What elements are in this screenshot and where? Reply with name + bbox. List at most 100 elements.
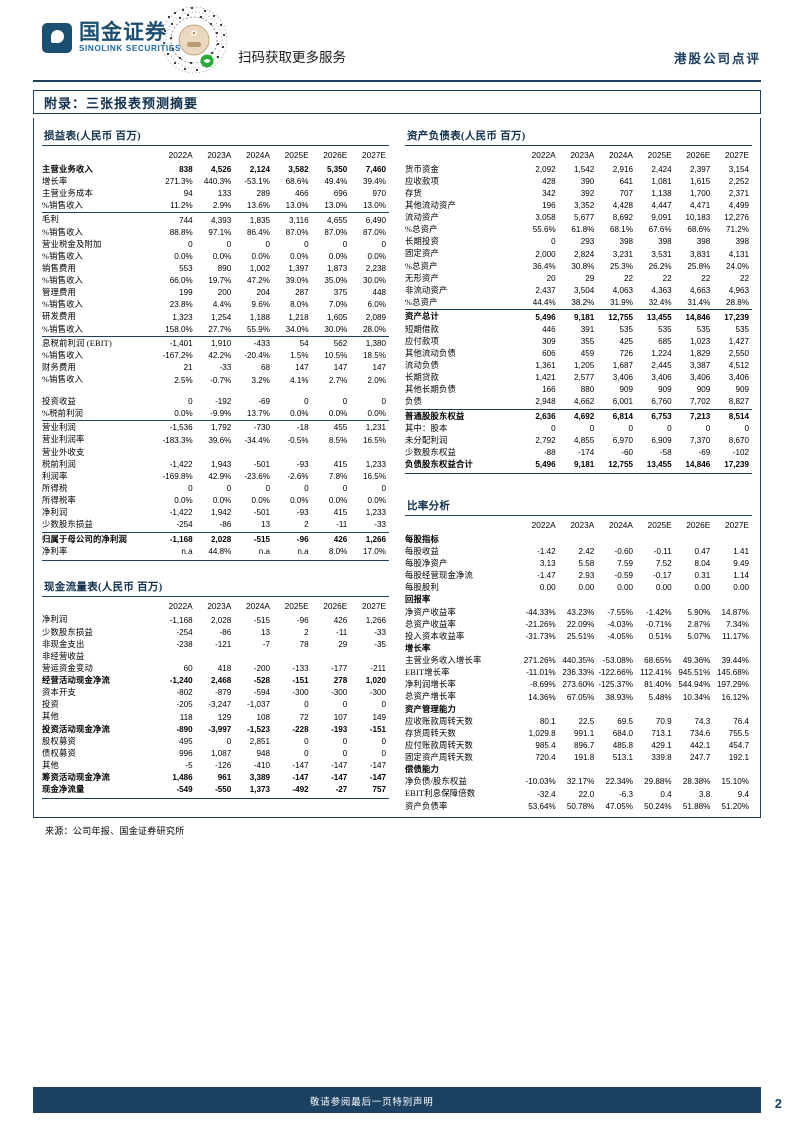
row-label: 管理费用 bbox=[42, 288, 76, 298]
source-note: 来源：公司年报、国金证券研究所 bbox=[45, 826, 185, 836]
row-label: 利润率 bbox=[42, 471, 68, 481]
cell-2025E: 0 bbox=[304, 239, 309, 249]
cell-2026E bbox=[675, 765, 714, 777]
cell-2026E: -193 bbox=[331, 724, 348, 734]
cell-2022A: 158.0% bbox=[165, 324, 193, 334]
cell-2022A bbox=[520, 595, 559, 607]
cell-2022A: -1,422 bbox=[169, 508, 193, 518]
table-row: 总资产收益率 -21.26% 22.09% -4.03% -0.71% 2.87% 7.34… bbox=[405, 619, 752, 631]
cell-2023A bbox=[559, 643, 598, 655]
cell-2026E: 0.0% bbox=[328, 496, 348, 506]
table-row: 资产总计 5,496 9,181 12,755 13,455 14,846 17,239 bbox=[405, 309, 752, 324]
cell-2023A: 440.3% bbox=[203, 176, 232, 186]
column-header-2022A: 2022A bbox=[168, 600, 193, 611]
cell-2026E: 8.04 bbox=[694, 559, 711, 569]
cell-2022A: 166 bbox=[542, 385, 556, 395]
cell-2026E: 49.4% bbox=[324, 176, 348, 186]
balance-sheet-table: 2022A 2023A 2024A 2025E 2026E 2027E 货币资金 2,092 1… bbox=[405, 146, 752, 475]
cell-2027E: 1.41 bbox=[733, 547, 749, 557]
cell-2025E: -2.6% bbox=[287, 471, 309, 481]
qr-code-icon[interactable] bbox=[160, 6, 228, 74]
column-header-2026E: 2026E bbox=[686, 520, 711, 531]
cell-2023A: 5.58 bbox=[578, 559, 595, 569]
cell-2024A: 2,851 bbox=[249, 736, 270, 746]
cell-2025E: 0 bbox=[304, 748, 309, 758]
cell-2025E: 34.0% bbox=[285, 324, 309, 334]
cell-2027E: 2.0% bbox=[367, 375, 386, 385]
column-header-2023A: 2023A bbox=[207, 150, 232, 160]
row-label: EBIT增长率 bbox=[405, 668, 450, 678]
cell-2027E: 8,514 bbox=[713, 408, 752, 424]
table-row: 每股指标 bbox=[405, 534, 752, 546]
cell-2023A: 191.8 bbox=[574, 753, 595, 763]
row-label: 投资收益 bbox=[42, 396, 76, 406]
cell-2023A: 9,181 bbox=[558, 459, 598, 475]
column-header-2026E: 2026E bbox=[323, 600, 348, 611]
cell-2023A: 133 bbox=[217, 188, 232, 198]
table-row: 固定资产周转天数 720.4 191.8 513.1 339.8 247.7 192.1 bbox=[405, 752, 752, 764]
row-label: 无形资产 bbox=[405, 273, 439, 283]
cell-2024A: -7.55% bbox=[607, 607, 633, 617]
cell-2022A: 80.1 bbox=[539, 716, 556, 726]
right-column: 资产负债表(人民币 百万) 2022A 2023A 2024A 2025E 2026E 2… bbox=[397, 118, 760, 817]
cell-2023A: 0.0% bbox=[212, 251, 232, 261]
cell-2024A: 513.1 bbox=[612, 753, 633, 763]
row-label: %总资产 bbox=[405, 297, 438, 307]
cell-2027E: 16.5% bbox=[363, 435, 386, 445]
cell-2022A: 88.8% bbox=[169, 227, 193, 237]
cell-2027E bbox=[713, 704, 752, 716]
cell-2026E: 25.8% bbox=[687, 261, 711, 271]
cell-2024A: 6,001 bbox=[612, 397, 633, 407]
cell-2024A: 13 bbox=[260, 520, 270, 530]
cell-2026E: 10.34% bbox=[682, 692, 711, 702]
table-row: %总资产 55.6% 61.8% 68.1% 67.6% 68.6% 71.2% bbox=[405, 225, 752, 237]
cell-2023A: 61.8% bbox=[571, 225, 595, 235]
brand-name-en: SINOLINK SECURITIES bbox=[79, 44, 181, 54]
cell-2027E: 0 bbox=[381, 748, 386, 758]
cell-2024A: 909 bbox=[619, 385, 633, 395]
cell-2026E: 7,702 bbox=[690, 397, 711, 407]
row-label: 货币资金 bbox=[405, 164, 439, 174]
cell-2026E: 49.36% bbox=[682, 656, 711, 666]
cell-2025E bbox=[273, 447, 312, 459]
sinolink-logo-icon bbox=[42, 22, 72, 53]
cell-2027E: 0 bbox=[381, 700, 386, 710]
cell-2025E bbox=[636, 704, 675, 716]
cell-2026E: 10,183 bbox=[685, 213, 711, 223]
cell-2023A: 880 bbox=[580, 385, 595, 395]
cell-2022A: 20 bbox=[546, 273, 556, 283]
cell-2025E: 2,424 bbox=[651, 164, 672, 174]
cell-2027E: 6,490 bbox=[350, 212, 389, 227]
cell-2023A: 236.33% bbox=[562, 668, 595, 678]
cell-2025E: 9,091 bbox=[651, 213, 672, 223]
cell-2023A: 42.2% bbox=[208, 351, 232, 361]
cell-2026E: 0 bbox=[342, 484, 348, 493]
cell-2026E: 5.07% bbox=[687, 631, 711, 641]
cell-2025E: -492 bbox=[272, 784, 312, 800]
cell-2027E: 1,233 bbox=[365, 459, 386, 469]
cell-2027E: -33 bbox=[374, 520, 386, 530]
cell-2023A: 2,468 bbox=[211, 676, 232, 686]
cell-2024A bbox=[234, 447, 273, 459]
cell-2026E: 51.88% bbox=[682, 801, 711, 811]
cell-2025E: 0.4 bbox=[660, 789, 672, 799]
cell-2027E: 909 bbox=[735, 385, 749, 395]
table-row: 主营业务成本 94 133 289 466 696 970 bbox=[42, 188, 389, 200]
cell-2025E: 1,081 bbox=[651, 176, 672, 186]
cell-2026E: 7,370 bbox=[690, 436, 711, 446]
cell-2023A: 4,855 bbox=[574, 436, 595, 446]
cell-2027E: 3,406 bbox=[728, 373, 749, 383]
cell-2024A: 684.0 bbox=[612, 728, 633, 738]
cell-2027E: 28.8% bbox=[726, 298, 749, 308]
cell-2023A: -0.7% bbox=[210, 375, 232, 385]
column-header-2025E: 2025E bbox=[647, 150, 672, 160]
cell-2026E: 14,846 bbox=[674, 459, 714, 475]
cell-2027E: 17,239 bbox=[713, 459, 752, 475]
table-row: 少数股东损益 -254 -86 13 2 -11 -33 bbox=[42, 520, 389, 533]
cell-2022A: 36.4% bbox=[532, 261, 556, 271]
cell-2023A: 355 bbox=[580, 336, 595, 346]
cell-2025E: 685 bbox=[658, 336, 672, 346]
row-label: 增长率 bbox=[42, 176, 68, 186]
cell-2023A: 273.60% bbox=[562, 680, 595, 690]
